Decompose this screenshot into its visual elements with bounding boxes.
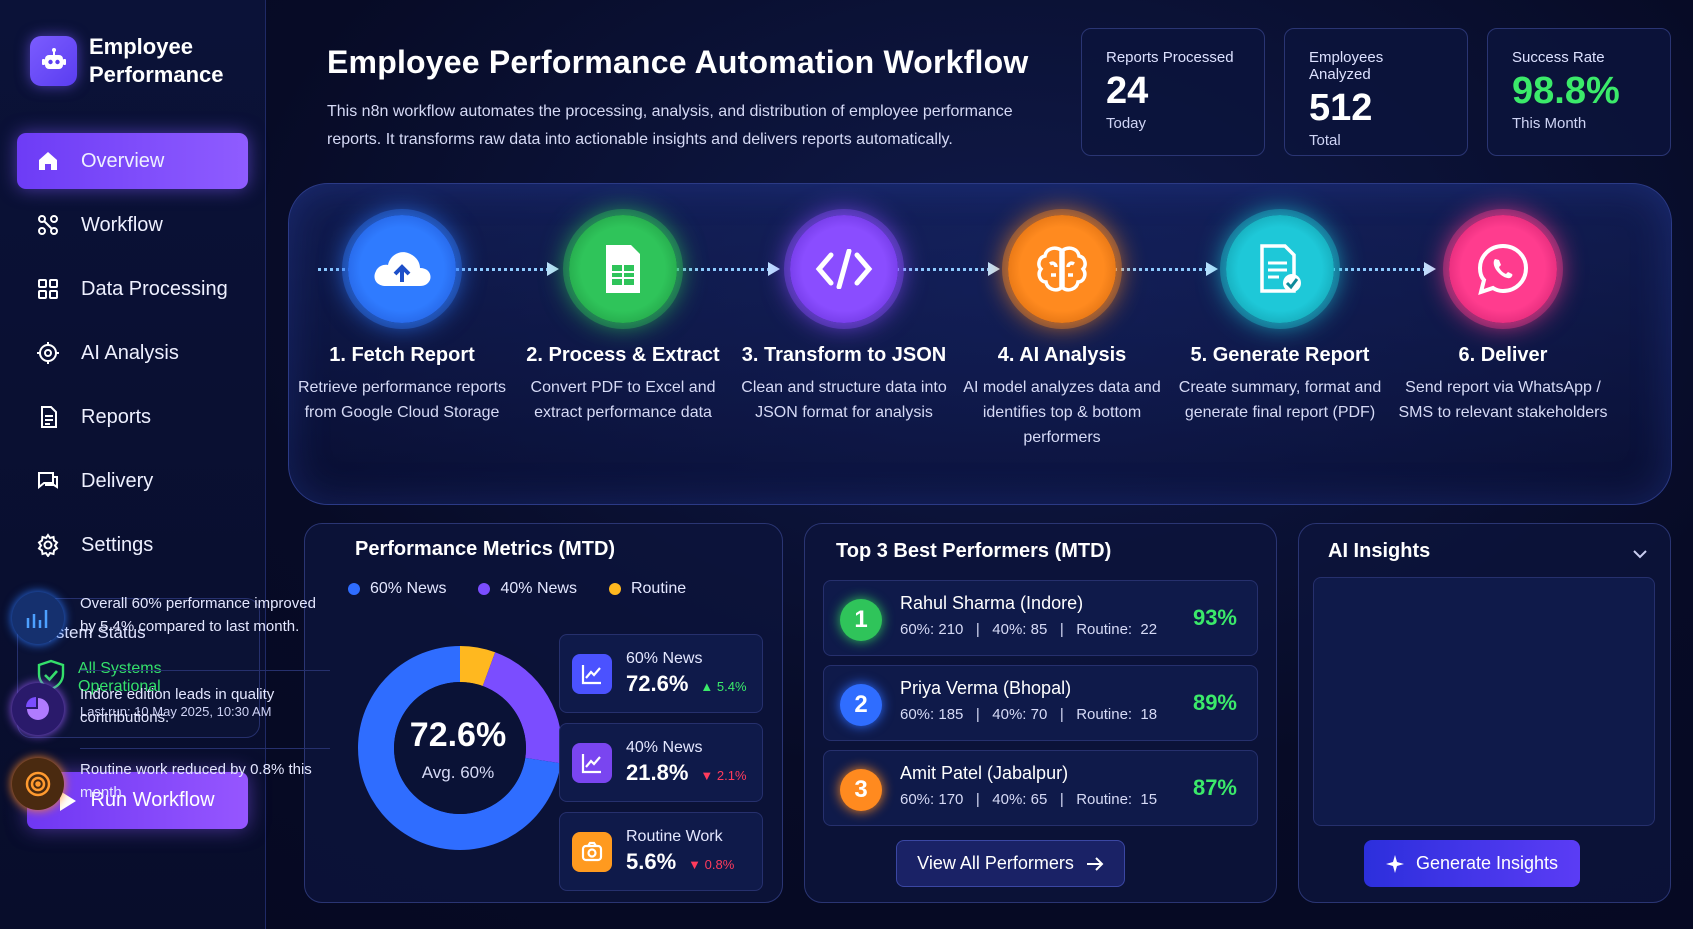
metric-card-60-news: 60% News 72.6% ▲ 5.4% — [559, 634, 763, 713]
legend-item: 40% News — [478, 580, 577, 598]
flow-connector — [896, 262, 1000, 276]
sidebar-item-label: AI Analysis — [81, 341, 179, 364]
workflow-panel — [288, 183, 1672, 505]
view-all-performers-button[interactable]: View All Performers — [896, 840, 1125, 887]
metrics-legend: 60% News 40% News Routine — [348, 580, 718, 598]
brand-line-1: Employee — [89, 34, 193, 59]
performer-row[interactable]: 1 Rahul Sharma (Indore) 60%: 210 | 40%: … — [823, 580, 1258, 656]
sparkle-icon — [1385, 854, 1404, 873]
stat-reports-processed: Reports Processed 24 Today — [1081, 28, 1265, 156]
page-title: Employee Performance Automation Workflow — [327, 44, 1029, 80]
target-icon — [12, 758, 64, 810]
robot-icon — [30, 36, 77, 86]
stat-success-rate: Success Rate 98.8% This Month — [1487, 28, 1671, 156]
performer-score: 89% — [1192, 690, 1237, 715]
rank-badge: 1 — [840, 599, 882, 641]
last-run: Last run: 10 May 2025, 10:30 AM — [80, 704, 272, 719]
sidebar-item-data-processing[interactable]: Data Processing — [17, 261, 248, 317]
bar-chart-icon — [12, 592, 64, 644]
chat-icon — [35, 468, 61, 494]
flow-connector — [1332, 262, 1436, 276]
performer-name: Amit Patel (Jabalpur) — [900, 763, 1069, 783]
run-workflow-button[interactable]: Run Workflow — [27, 772, 248, 829]
legend-item: Routine — [608, 580, 686, 598]
insights-title: AI Insights — [1328, 540, 1431, 562]
sidebar-item-delivery[interactable]: Delivery — [17, 453, 248, 509]
document-icon — [35, 404, 61, 430]
performer-stats: 60%: 170 | 40%: 65 | Routine: 15 — [900, 791, 1158, 808]
flow-connector — [1114, 262, 1218, 276]
insights-list — [1313, 577, 1655, 826]
performance-donut-chart — [358, 646, 562, 850]
home-icon — [35, 148, 61, 174]
sidebar-item-label: Reports — [81, 405, 152, 428]
sidebar-item-label: Data Processing — [81, 277, 228, 300]
sidebar-item-settings[interactable]: Settings — [17, 517, 248, 573]
status-title: System Status — [36, 623, 146, 642]
sidebar-item-label: Workflow — [81, 213, 163, 236]
donut-slice-40-news — [482, 652, 562, 764]
workflow-step-process[interactable]: 2. Process & Extract Convert PDF to Exce… — [513, 215, 733, 425]
donut-slice-60-news — [358, 646, 561, 850]
workflow-step-deliver[interactable]: 6. Deliver Send report via WhatsApp / SM… — [1393, 215, 1613, 425]
cloud-upload-icon — [348, 215, 456, 323]
performer-score: 93% — [1192, 605, 1237, 630]
chevron-down-icon[interactable] — [1632, 546, 1648, 564]
sidebar-nav: Overview Workflow Data Processing AI Ana… — [17, 133, 248, 581]
performer-stats: 60%: 185 | 40%: 70 | Routine: 18 — [900, 706, 1158, 723]
performer-stats: 60%: 210 | 40%: 85 | Routine: 22 — [900, 621, 1158, 638]
insight-item: Overall 60% performance improved by 5.4%… — [12, 592, 332, 644]
sidebar-item-workflow[interactable]: Workflow — [17, 197, 248, 253]
trend-up-icon — [572, 653, 612, 694]
ai-gear-icon — [35, 340, 61, 366]
spreadsheet-icon — [569, 215, 677, 323]
pie-chart-icon — [12, 683, 64, 735]
play-icon — [60, 790, 77, 811]
stat-employees-analyzed: Employees Analyzed 512 Total — [1284, 28, 1468, 156]
grid-icon — [35, 276, 61, 302]
page-description: This n8n workflow automates the processi… — [327, 103, 1013, 148]
brand-line-2: Performance — [89, 62, 224, 87]
performer-row[interactable]: 2 Priya Verma (Bhopal) 60%: 185 | 40%: 7… — [823, 665, 1258, 741]
workflow-step-ai-analysis[interactable]: 4. AI Analysis AI model analyzes data an… — [952, 215, 1172, 450]
workflow-icon — [35, 212, 61, 238]
gear-icon — [35, 532, 61, 558]
trend-up-icon — [572, 742, 612, 783]
brain-icon — [1008, 215, 1116, 323]
workflow-step-fetch[interactable]: 1. Fetch Report Retrieve performance rep… — [292, 215, 512, 425]
report-check-icon — [1226, 215, 1334, 323]
metric-card-40-news: 40% News 21.8% ▼ 2.1% — [559, 723, 763, 802]
performer-name: Priya Verma (Bhopal) — [900, 678, 1072, 698]
whatsapp-icon — [1449, 215, 1557, 323]
donut-slice-routine — [460, 646, 496, 687]
camera-icon — [572, 831, 612, 872]
sidebar-item-reports[interactable]: Reports — [17, 389, 248, 445]
sidebar-item-label: Overview — [81, 149, 165, 172]
rank-badge: 2 — [840, 684, 882, 726]
metric-card-routine: Routine Work 5.6% ▼ 0.8% — [559, 812, 763, 891]
generate-insights-button[interactable]: Generate Insights — [1364, 840, 1580, 887]
insight-item: Routine work reduced by 0.8% this month. — [12, 758, 332, 810]
flow-connector — [676, 262, 780, 276]
donut-hole — [394, 682, 526, 814]
arrow-right-icon — [1086, 856, 1104, 871]
sidebar-item-label: Settings — [81, 533, 154, 556]
performer-name: Rahul Sharma (Indore) — [900, 593, 1084, 613]
metrics-title: Performance Metrics (MTD) — [355, 538, 616, 560]
sidebar-item-overview[interactable]: Overview — [17, 133, 248, 189]
insight-item: Indore edition leads in quality contribu… — [12, 683, 332, 735]
brand: Employee Performance — [30, 33, 224, 89]
workflow-step-transform[interactable]: 3. Transform to JSON Clean and structure… — [734, 215, 954, 425]
workflow-step-generate[interactable]: 5. Generate Report Create summary, forma… — [1170, 215, 1390, 425]
code-icon — [790, 215, 898, 323]
performer-score: 87% — [1192, 775, 1237, 800]
status-state: All Systems Operational — [78, 659, 162, 695]
sidebar-item-ai-analysis[interactable]: AI Analysis — [17, 325, 248, 381]
performer-row[interactable]: 3 Amit Patel (Jabalpur) 60%: 170 | 40%: … — [823, 750, 1258, 826]
donut-center: 72.6% Avg. 60% — [409, 716, 507, 782]
legend-item: 60% News — [348, 580, 446, 598]
rank-badge: 3 — [840, 769, 882, 811]
sidebar-item-label: Delivery — [81, 469, 154, 492]
performers-title: Top 3 Best Performers (MTD) — [836, 540, 1112, 562]
